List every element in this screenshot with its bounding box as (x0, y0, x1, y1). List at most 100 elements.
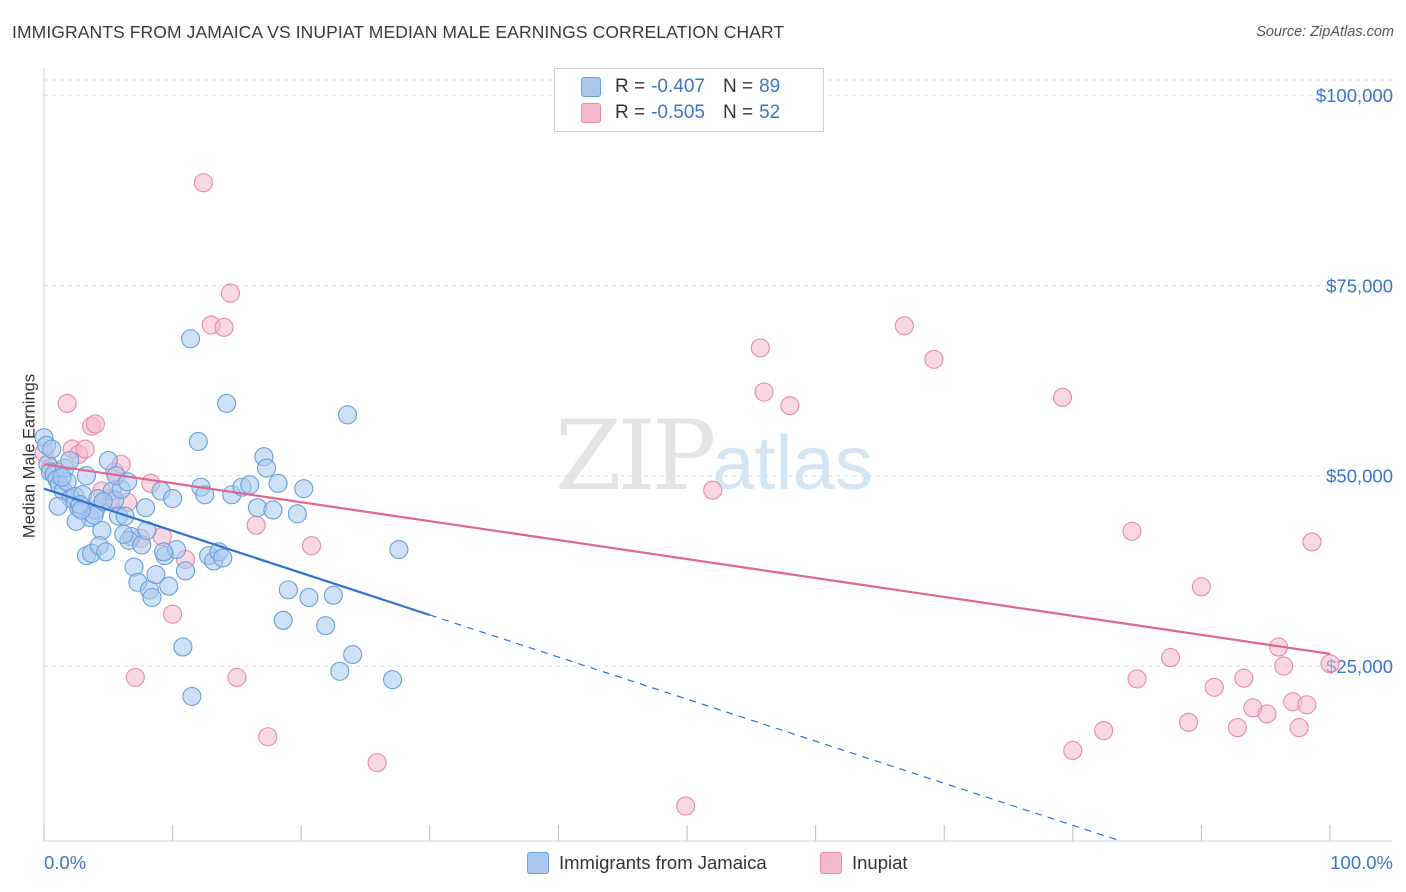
inupiat-point (1320, 654, 1340, 674)
jamaica-point (330, 661, 350, 681)
jamaica-point (287, 504, 307, 524)
jamaica-point (299, 587, 319, 608)
jamaica-point (52, 467, 72, 487)
inupiat-point (57, 393, 77, 413)
inupiat-point (1191, 577, 1211, 597)
inupiat-point (1127, 669, 1147, 689)
inupiat-point (220, 283, 241, 303)
chart-title: IMMIGRANTS FROM JAMAICA VS INUPIAT MEDIA… (12, 22, 785, 42)
legend-label-inupiat: Inupiat (852, 852, 908, 873)
jamaica-point (273, 610, 293, 630)
inupiat-point (125, 667, 145, 687)
y-tick-label: $50,000 (1326, 466, 1393, 487)
jamaica-point (256, 458, 277, 478)
jamaica-point (213, 548, 233, 568)
inupiat-point (1274, 656, 1294, 676)
jamaica-point (154, 542, 174, 562)
jamaica-point (96, 542, 116, 562)
inupiat-point (214, 317, 234, 337)
inupiat-point (163, 604, 183, 624)
y-tick-label: $100,000 (1316, 85, 1393, 106)
jamaica-point (389, 539, 409, 560)
stats-legend-row-jamaica: R = -0.407 N = 89 (581, 75, 780, 99)
inupiat-trend-line (43, 463, 1331, 655)
bottom-legend-jamaica: Immigrants from Jamaica (527, 852, 767, 874)
bottom-legend-inupiat: Inupiat (820, 852, 908, 874)
inupiat-point (1302, 532, 1322, 552)
jamaica-point (188, 431, 208, 452)
inupiat-point (703, 480, 723, 500)
jamaica-point (382, 670, 403, 690)
jamaica-point (195, 485, 215, 505)
r-value: -0.407 (651, 76, 705, 97)
jamaica-point (263, 500, 283, 520)
legend-swatch-pink (581, 103, 601, 123)
legend-swatch-pink (820, 852, 842, 874)
jamaica-point (136, 498, 156, 518)
inupiat-point (1063, 740, 1083, 760)
inupiat-point (246, 515, 266, 535)
n-value: 89 (759, 76, 781, 97)
legend-label-jamaica: Immigrants from Jamaica (559, 852, 767, 873)
jamaica-point (159, 576, 179, 596)
jamaica-point (175, 561, 196, 581)
n-label: N = (722, 102, 754, 123)
watermark-zip: ZIP (555, 400, 716, 512)
jamaica-trend-line (43, 487, 431, 617)
inupiat-point (1257, 704, 1277, 724)
jamaica-point (268, 473, 288, 493)
x-tick-label: 0.0% (44, 852, 86, 873)
stats-legend-row-inupiat: R = -0.505 N = 52 (581, 101, 780, 125)
inupiat-point (1160, 648, 1181, 668)
legend-swatch-blue (527, 852, 549, 874)
inupiat-point (1297, 695, 1317, 715)
inupiat-point (894, 316, 914, 336)
inupiat-point (1052, 387, 1073, 407)
inupiat-point (193, 173, 214, 193)
jamaica-point (217, 393, 237, 413)
inupiat-point (258, 727, 278, 747)
inupiat-point (1289, 718, 1309, 738)
y-axis-label: Median Male Earnings (20, 373, 39, 539)
inupiat-point (301, 536, 322, 556)
stats-legend: R = -0.407 N = 89 R = -0.505 N = 52 (554, 68, 824, 132)
jamaica-point (98, 450, 118, 471)
jamaica-point (294, 479, 314, 499)
jamaica-point (48, 496, 68, 516)
jamaica-point (343, 645, 363, 665)
n-label: N = (722, 76, 754, 97)
inupiat-point (676, 796, 696, 816)
inupiat-point (924, 349, 944, 369)
jamaica-point (181, 329, 201, 349)
watermark: ZIPatlas (555, 400, 873, 512)
r-label: R = (615, 102, 646, 123)
jamaica-point (146, 565, 166, 585)
jamaica-point (240, 475, 260, 495)
inupiat-point (1122, 521, 1142, 541)
inupiat-point (1178, 712, 1199, 732)
jamaica-trend-dashed (429, 614, 1123, 841)
jamaica-point (42, 439, 62, 459)
jamaica-point (182, 686, 202, 706)
y-tick-label: $75,000 (1326, 275, 1393, 296)
jamaica-point (142, 587, 162, 608)
inupiat-point (1227, 718, 1247, 738)
jamaica-point (316, 616, 336, 636)
inupiat-point (367, 753, 387, 773)
r-label: R = (615, 76, 646, 97)
inupiat-point (85, 414, 105, 434)
source-label: Source: ZipAtlas.com (1256, 24, 1394, 40)
inupiat-point (754, 382, 774, 402)
jamaica-point (337, 405, 358, 425)
jamaica-point (323, 585, 343, 605)
inupiat-point (1094, 721, 1114, 741)
inupiat-point (1234, 668, 1254, 688)
jamaica-point (173, 637, 193, 657)
inupiat-point (1204, 677, 1224, 697)
inupiat-point (75, 439, 95, 459)
inupiat-point (227, 667, 247, 687)
jamaica-point (60, 450, 80, 471)
jamaica-point (163, 488, 183, 509)
jamaica-point (114, 524, 134, 544)
